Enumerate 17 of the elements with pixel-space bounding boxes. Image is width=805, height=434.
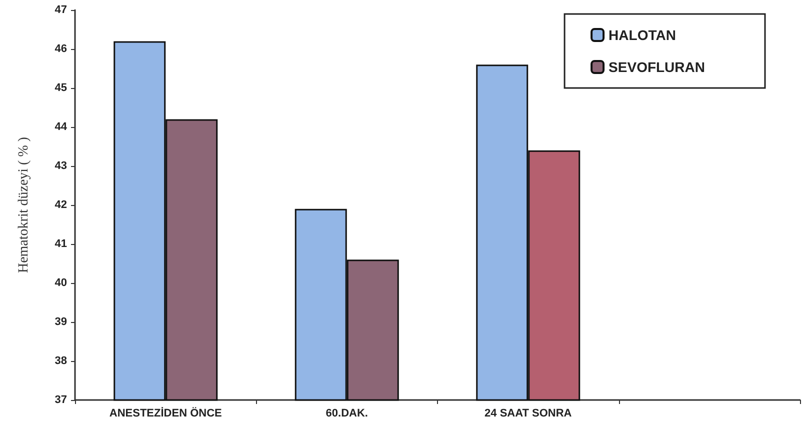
y-tick-label: 47: [54, 4, 67, 16]
y-tick-label: 43: [54, 160, 67, 172]
legend-label: SEVOFLURAN: [608, 59, 706, 75]
x-tick-label: ANESTEZİDEN ÖNCE: [109, 406, 222, 420]
y-tick-label: 37: [54, 394, 67, 406]
y-tick-label: 42: [54, 199, 67, 211]
y-tick-label: 46: [54, 43, 67, 55]
y-tick-label: 41: [54, 238, 67, 250]
y-axis-title: Hematokrit düzeyi ( % ): [16, 136, 32, 274]
y-tick-label: 45: [54, 82, 67, 94]
x-tick-label: 24 SAAT SONRA: [484, 408, 572, 420]
y-tick-label: 39: [54, 316, 67, 328]
x-tick-label: 60.DAK.: [326, 408, 368, 420]
y-tick-label: 38: [54, 355, 67, 367]
y-tick-label: 40: [54, 277, 67, 289]
legend-label: HALOTAN: [608, 27, 676, 43]
y-tick-label: 44: [54, 121, 68, 133]
